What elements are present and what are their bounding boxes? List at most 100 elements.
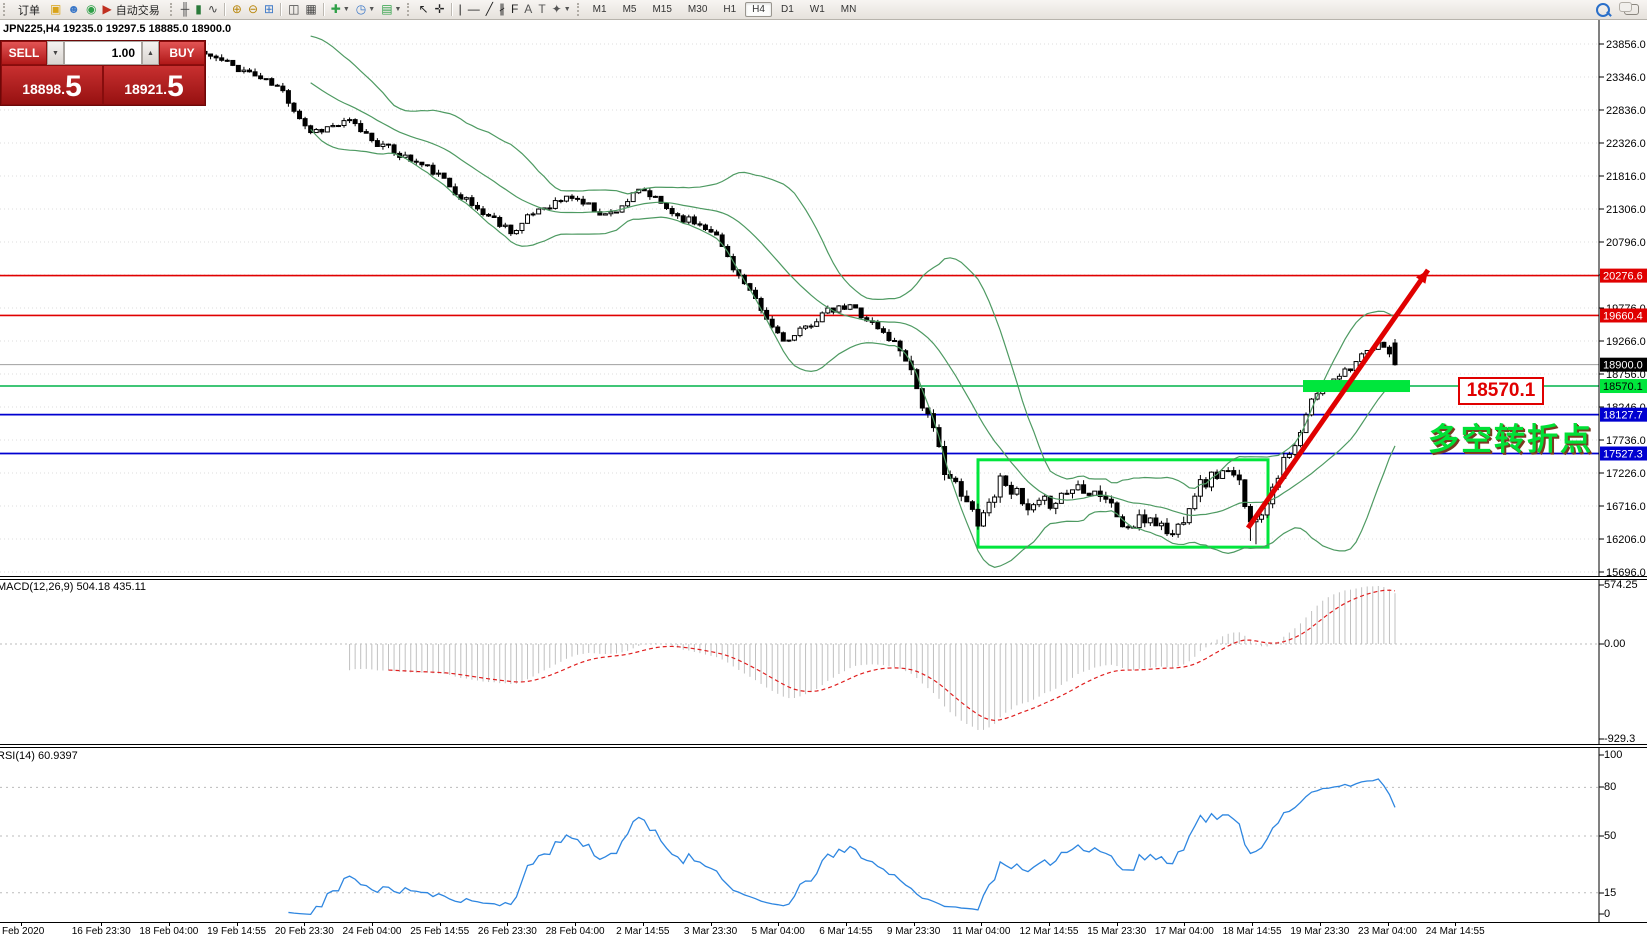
profiles-button: ◷ [355, 2, 367, 16]
templates-button[interactable]: ▤ ▼ [378, 1, 404, 18]
price-axis-label: 17226.0 [1606, 468, 1646, 480]
timeframe-m15[interactable]: M15 [652, 4, 672, 15]
timeframe-mn[interactable]: MN [840, 4, 857, 15]
chart-title: JPN225,H4 19235.0 19297.5 18885.0 18900.… [3, 23, 232, 35]
rsi-panel[interactable] [0, 748, 1647, 922]
tile-windows-icon: ⊞ [264, 2, 275, 16]
zoom-in-icon: ⊕ [231, 2, 242, 16]
cursor-icon: ↖ [418, 2, 429, 16]
time-tick [981, 923, 983, 926]
sell-price[interactable]: 18898. 5 [1, 65, 103, 105]
toolbar-handle [169, 3, 175, 16]
arrows-icon[interactable]: ✦ ▼ [549, 1, 574, 18]
macd-axis-label: -929.3 [1604, 733, 1636, 745]
one-click-trading-panel: SELL ▼ ▲ BUY 18898.5 18921.5 [0, 40, 206, 106]
cascade-windows-icon[interactable]: ◫ [285, 1, 302, 18]
price-chart-panel[interactable]: 23856.0 23346.0 22836.0 22326.0 21816.0 21306… [0, 20, 1647, 576]
sell-button[interactable]: SELL [1, 41, 47, 65]
candlestick-chart-icon[interactable]: ▮ [192, 1, 205, 18]
time-axis-label: 2 Mar 14:55 [616, 926, 670, 937]
autotrading-button[interactable]: ▶ 自动交易 [99, 1, 166, 18]
toolbar-separator [223, 3, 226, 16]
buy-price-pips: 5 [167, 70, 184, 103]
macd-panel[interactable] [0, 580, 1647, 744]
search-icon[interactable] [1596, 2, 1610, 17]
tile-windows-icon[interactable]: ⊞ [261, 1, 277, 18]
line-chart-icon[interactable]: ∿ [205, 1, 221, 18]
profiles-button[interactable]: ◷ ▼ [353, 1, 378, 18]
timeframe-d1[interactable]: D1 [780, 4, 794, 15]
bar-chart-icon[interactable]: ╫ [178, 1, 193, 18]
label-icon[interactable]: T [535, 1, 548, 18]
price-tag: 18570.1 [1603, 381, 1643, 393]
text-icon[interactable]: A [521, 1, 535, 18]
timeframe-h4[interactable]: H4 [745, 2, 772, 17]
timeframe-m30[interactable]: M30 [687, 4, 708, 15]
chat-icon[interactable] [1619, 2, 1639, 15]
time-axis-label: Feb 2020 [2, 926, 45, 937]
toolbar-separator [450, 3, 453, 16]
fibonacci-icon[interactable]: F [508, 1, 521, 18]
panel-separator[interactable] [0, 576, 1647, 580]
time-axis-label: 6 Mar 14:55 [819, 926, 873, 937]
orders-button[interactable]: 订单 [11, 1, 47, 18]
rsi-axis-label: 0 [1604, 908, 1611, 920]
time-axis-label: 18 Mar 14:55 [1222, 926, 1282, 937]
buy-price[interactable]: 18921. 5 [103, 65, 205, 105]
time-axis-label: 23 Mar 04:00 [1358, 926, 1417, 937]
rsi-axis-label: 80 [1604, 781, 1617, 793]
timeframe-h1[interactable]: H1 [723, 4, 737, 15]
time-tick [710, 923, 712, 926]
price-tag: 18127.7 [1603, 410, 1643, 422]
time-axis-label: 16 Feb 23:30 [71, 926, 131, 937]
horizontal-line-icon[interactable]: — [465, 1, 483, 18]
zoom-in-icon[interactable]: ⊕ [229, 1, 245, 18]
volume-increase-button[interactable]: ▲ [142, 41, 159, 65]
new-order-icon: ▣ [50, 2, 62, 16]
time-tick [21, 923, 22, 926]
trend-arrow [1416, 270, 1428, 284]
time-tick [575, 923, 577, 926]
horizontal-line-icon: — [467, 2, 480, 16]
price-axis-label: 18756.0 [1606, 369, 1646, 381]
arrows-icon: ✦ [551, 2, 562, 16]
volume-input[interactable] [65, 42, 141, 64]
timeframe-w1[interactable]: W1 [809, 4, 825, 15]
templates-button: ▤ [381, 2, 393, 16]
time-axis-label: 19 Feb 14:55 [207, 926, 267, 937]
buy-button[interactable]: BUY [159, 41, 205, 65]
time-tick [642, 923, 644, 926]
price-axis-label: 16716.0 [1606, 501, 1646, 513]
candlestick-chart-icon: ▮ [195, 2, 202, 16]
price-callout-18570: 18570.1 [1458, 377, 1544, 405]
time-axis-label: 19 Mar 23:30 [1290, 926, 1350, 937]
vertical-line-icon[interactable]: | [456, 1, 465, 18]
cascade-windows-icon: ◫ [288, 2, 300, 16]
support-zone [1303, 380, 1410, 393]
time-axis-label: 25 Feb 14:55 [410, 926, 470, 937]
time-tick [1252, 923, 1254, 926]
panel-separator[interactable] [0, 744, 1647, 748]
new-chart-button[interactable]: ✚ ▼ [328, 1, 353, 18]
time-tick [1455, 923, 1457, 926]
vertical-line-icon: | [458, 2, 462, 16]
timeframe-m1[interactable]: M1 [592, 4, 607, 15]
time-tick [1049, 923, 1050, 926]
mql-community-icon: ☻ [67, 2, 80, 16]
arrange-windows-icon[interactable]: ▦ [302, 1, 319, 18]
mql-community-icon[interactable]: ☻ [64, 1, 83, 18]
crosshair-icon[interactable]: ✛ [432, 1, 448, 18]
arrange-windows-icon: ▦ [305, 2, 317, 16]
cursor-icon[interactable]: ↖ [415, 1, 431, 18]
timeframe-m5[interactable]: M5 [622, 4, 637, 15]
time-tick [304, 923, 306, 926]
volume-decrease-button[interactable]: ▼ [47, 41, 64, 65]
chevron-down-icon: ▼ [563, 6, 571, 13]
trendline-icon[interactable]: ╱ [483, 1, 496, 18]
news-broadcast-icon[interactable]: ◉ [83, 1, 99, 18]
equidistant-channel-icon[interactable]: ∦ [496, 1, 508, 18]
zoom-out-icon[interactable]: ⊖ [245, 1, 261, 18]
time-axis-label: 26 Feb 23:30 [477, 926, 537, 937]
time-axis-label: 15 Mar 23:30 [1087, 926, 1147, 937]
new-order-icon[interactable]: ▣ [47, 1, 64, 18]
